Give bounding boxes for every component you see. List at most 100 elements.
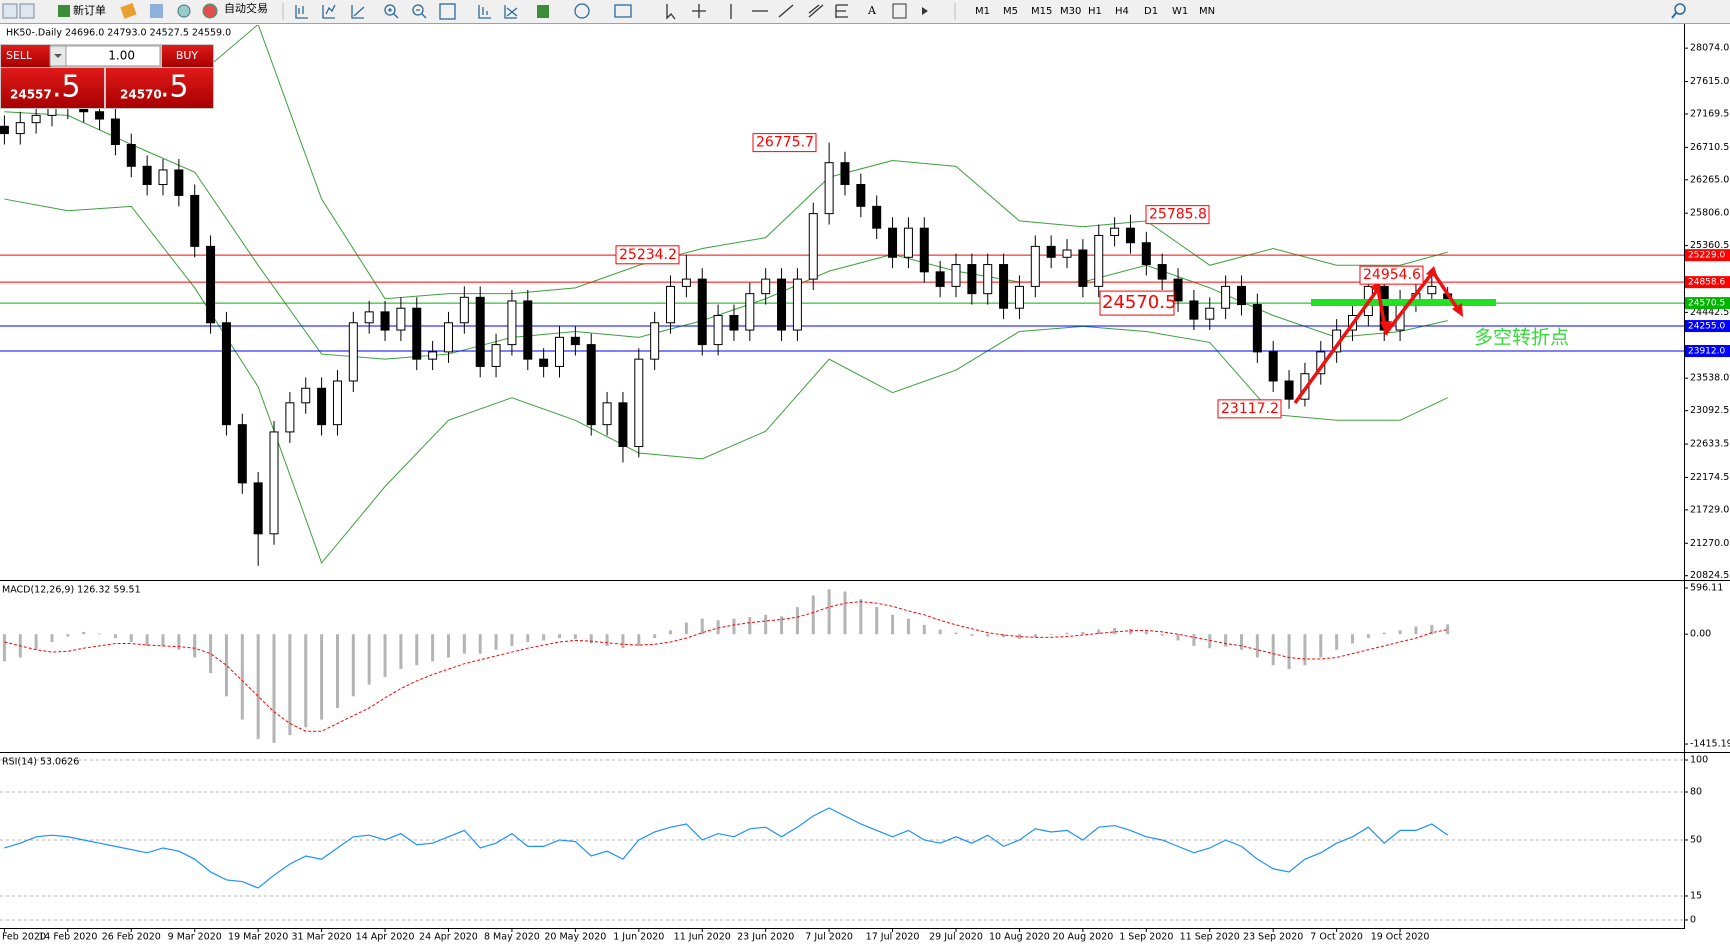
bollinger-band [4, 198, 1448, 564]
fibo-tool[interactable] [835, 4, 848, 18]
y-tick-label: 21270.0 [1690, 538, 1729, 549]
candle-body [1157, 264, 1167, 280]
macd-bar [66, 634, 70, 637]
timeframe-button[interactable]: W1 [1172, 6, 1188, 17]
candle-body [713, 314, 723, 346]
crosshair-tool[interactable] [692, 4, 706, 18]
timeframe-button[interactable]: M5 [1003, 6, 1018, 17]
text-tool[interactable]: A [867, 4, 877, 17]
icon[interactable] [2, 3, 18, 19]
x-tick-label: 10 Aug 2020 [989, 932, 1050, 943]
cursor-tool[interactable] [666, 4, 676, 20]
lot-input[interactable] [65, 45, 161, 67]
icon[interactable] [120, 2, 137, 19]
macd-bar [1430, 624, 1434, 635]
rsi-header: RSI(14) 53.0626 [2, 757, 79, 768]
timeframe-button[interactable]: H4 [1115, 6, 1129, 17]
channel-tool[interactable] [808, 4, 824, 18]
macd-bar [716, 620, 720, 635]
macd-bar [1271, 634, 1275, 666]
rsi-line [4, 807, 1449, 889]
macd-signal [4, 601, 1448, 732]
price-header: HK50-.Daily 24696.0 24793.0 24527.5 2455… [6, 28, 231, 39]
candle-body [126, 143, 136, 167]
x-tick-label: 31 Mar 2020 [291, 932, 351, 943]
candle-body [539, 358, 549, 367]
toolbar: 新订单 自动交易 A M [0, 0, 1730, 24]
price-annotation: 24954.6 [1363, 267, 1421, 283]
sell-price-main[interactable]: 24557 [10, 88, 52, 102]
icon[interactable] [384, 4, 396, 16]
macd-bar [82, 631, 86, 635]
macd-bar [859, 599, 863, 635]
icon[interactable] [177, 4, 191, 18]
candle-body [903, 227, 913, 258]
x-tick-label: 7 Oct 2020 [1310, 932, 1363, 943]
timeframe-button[interactable]: D1 [1144, 6, 1158, 17]
icon[interactable] [574, 3, 590, 19]
auto-trading-icon[interactable] [202, 3, 218, 19]
icon[interactable] [19, 3, 35, 19]
macd-bar [1224, 634, 1228, 647]
timeframe-button[interactable]: M1 [975, 6, 990, 17]
icon[interactable] [295, 5, 308, 19]
macd-bar [367, 634, 371, 685]
auto-trading-label[interactable]: 自动交易 [224, 1, 268, 15]
icon[interactable] [322, 4, 336, 19]
y-tick-label: 27615.0 [1690, 76, 1729, 87]
candle-body [999, 264, 1009, 309]
macd-bar [399, 634, 403, 670]
icon[interactable] [478, 5, 491, 19]
sell-price-frac[interactable]: .5 [52, 70, 81, 105]
candle-body [285, 402, 295, 433]
timeframe-button[interactable]: M30 [1060, 6, 1081, 17]
icon[interactable] [412, 4, 424, 16]
candle-body [491, 344, 501, 367]
sell-price-box[interactable] [1, 68, 104, 108]
search-icon[interactable] [1674, 3, 1686, 15]
bollinger-band [4, 25, 1448, 300]
arrow-tool[interactable] [922, 7, 928, 15]
icon[interactable] [614, 4, 632, 18]
macd-bar [462, 634, 466, 654]
y-tick-label: 25360.5 [1690, 240, 1729, 251]
buy-button[interactable] [162, 45, 213, 67]
macd-bar [986, 634, 990, 637]
macd-bar [1446, 624, 1450, 635]
timeframe-button[interactable]: MN [1199, 6, 1215, 17]
buy-label[interactable]: BUY [176, 49, 199, 62]
sell-button[interactable] [1, 45, 51, 67]
timeframe-button[interactable]: H1 [1088, 6, 1102, 17]
macd-bar [732, 618, 736, 635]
candle-body [666, 285, 676, 324]
x-tick-label: 1 Sep 2020 [1119, 932, 1173, 943]
buy-price-box[interactable] [106, 68, 213, 108]
buy-price-frac[interactable]: .5 [160, 70, 189, 105]
candle-body [142, 165, 152, 186]
icon[interactable] [150, 4, 163, 18]
timeframe-button[interactable]: M15 [1031, 6, 1052, 17]
label-tool[interactable] [892, 3, 907, 19]
sell-label[interactable]: SELL [6, 49, 33, 62]
macd-bar [224, 634, 228, 697]
macd-plot [2, 589, 1450, 743]
buy-price-main[interactable]: 24570 [120, 88, 162, 102]
macd-bar [1081, 631, 1085, 635]
trendline-tool[interactable] [778, 4, 794, 18]
icon[interactable] [504, 5, 518, 19]
candle-body [412, 307, 422, 360]
candle-body [47, 107, 57, 116]
macd-bar [1160, 634, 1164, 636]
icon[interactable] [351, 5, 365, 19]
y-tick-label: 24442.5 [1690, 307, 1729, 318]
candle-body [1284, 380, 1294, 400]
key-level-box [1099, 290, 1175, 316]
x-tick-label: 14 Apr 2020 [356, 932, 415, 943]
y-tick-label: 20824.5 [1690, 570, 1729, 581]
icon[interactable] [537, 5, 549, 18]
lot-value[interactable]: 1.00 [108, 49, 135, 63]
macd-bar [938, 629, 942, 635]
icon[interactable] [439, 3, 456, 20]
macd-bar [1128, 628, 1132, 635]
level-tag [1685, 249, 1730, 262]
